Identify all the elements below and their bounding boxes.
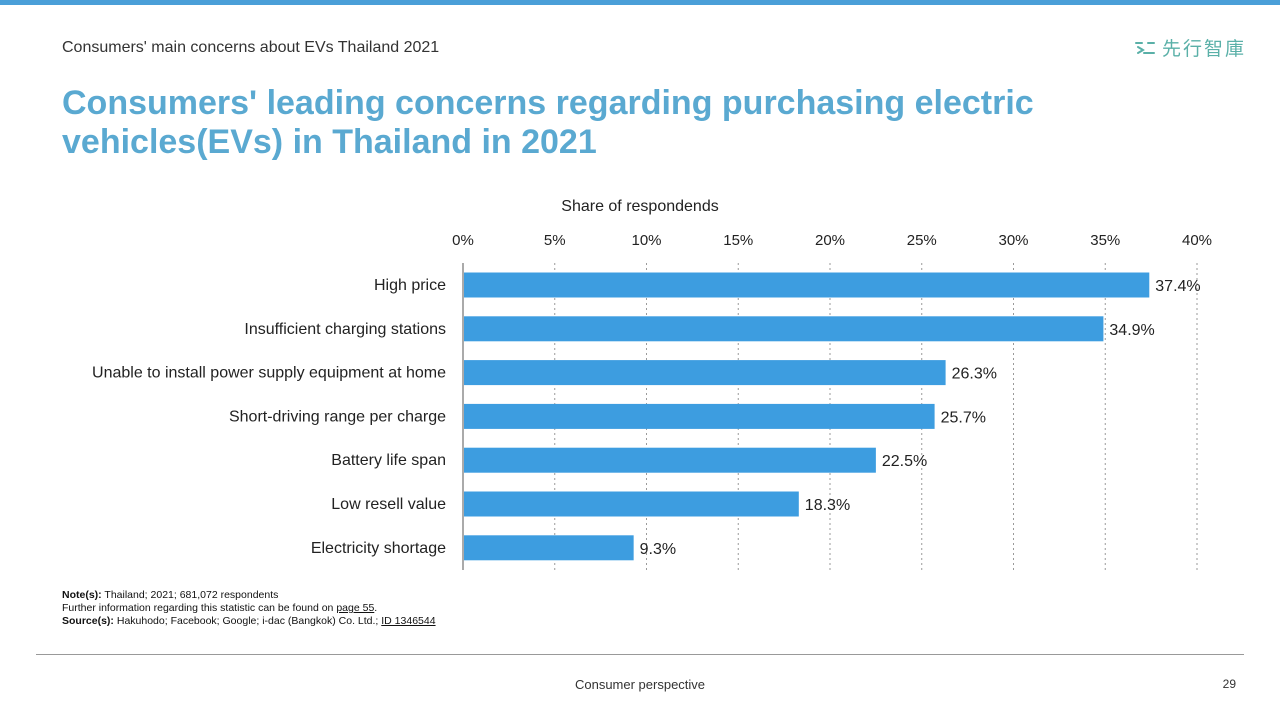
x-tick-label: 35% [1090, 232, 1120, 249]
x-tick-label: 30% [998, 232, 1028, 249]
x-tick-label: 5% [544, 232, 566, 249]
data-label: 37.4% [1155, 278, 1200, 295]
category-label: High price [374, 277, 446, 294]
source-text: Hakuhodo; Facebook; Google; i-dac (Bangk… [116, 615, 379, 627]
category-label: Battery life span [331, 452, 446, 469]
source-line: Source(s): Hakuhodo; Facebook; Google; i… [62, 615, 436, 628]
note-text: Thailand; 2021; 681,072 respondents [104, 589, 279, 601]
data-label: 9.3% [640, 541, 676, 558]
bar [464, 316, 1104, 342]
bar [464, 272, 1150, 298]
page-title: Consumers' leading concerns regarding pu… [62, 84, 1034, 161]
x-tick-label: 15% [723, 232, 753, 249]
footer-section-label: Consumer perspective [574, 677, 706, 692]
slide-subtitle: Consumers' main concerns about EVs Thail… [62, 39, 440, 56]
x-tick-label: 10% [631, 232, 661, 249]
bar [464, 491, 799, 517]
logo-icon [1135, 41, 1155, 54]
data-label: 18.3% [805, 497, 850, 514]
data-label: 26.3% [952, 366, 997, 383]
note-line: Note(s): Thailand; 2021; 681,072 respond… [62, 589, 436, 602]
category-label: Insufficient charging stations [244, 321, 446, 338]
data-label: 22.5% [882, 453, 927, 470]
x-tick-label: 25% [907, 232, 937, 249]
page-link[interactable]: page 55 [336, 602, 375, 614]
bar [464, 535, 634, 561]
x-axis-title: Share of respondends [561, 198, 718, 215]
bar-chart: Share of respondends 0% 5% 10% 15% 20% 25% 30% 3… [92, 198, 1212, 570]
further-info-text: Further information regarding this stati… [62, 602, 334, 614]
logo-text: 先行智庫 [1162, 38, 1247, 60]
source-label: Source(s): [62, 615, 114, 627]
category-label: Low resell value [331, 496, 446, 513]
data-label: 34.9% [1109, 322, 1154, 339]
brand-logo: 先行智庫 [1134, 34, 1246, 61]
page-number: 29 [1222, 677, 1236, 691]
top-accent-bar [0, 0, 1280, 5]
further-info-line: Further information regarding this stati… [62, 602, 378, 614]
statistic-id-link[interactable]: ID 1346544 [381, 615, 436, 627]
x-tick-label: 0% [452, 232, 474, 249]
chart-notes: Note(s): Thailand; 2021; 681,072 respond… [62, 589, 436, 628]
category-label: Unable to install power supply equipment… [92, 365, 446, 382]
x-tick-label: 20% [815, 232, 845, 249]
x-tick-label: 40% [1182, 232, 1212, 249]
bar [464, 360, 946, 386]
data-label: 25.7% [941, 409, 986, 426]
bar [464, 447, 876, 473]
note-label: Note(s): [62, 589, 102, 601]
category-label: Short-driving range per charge [229, 408, 446, 425]
bar [464, 403, 935, 429]
category-label: Electricity shortage [311, 540, 446, 557]
footer-divider [36, 654, 1244, 655]
